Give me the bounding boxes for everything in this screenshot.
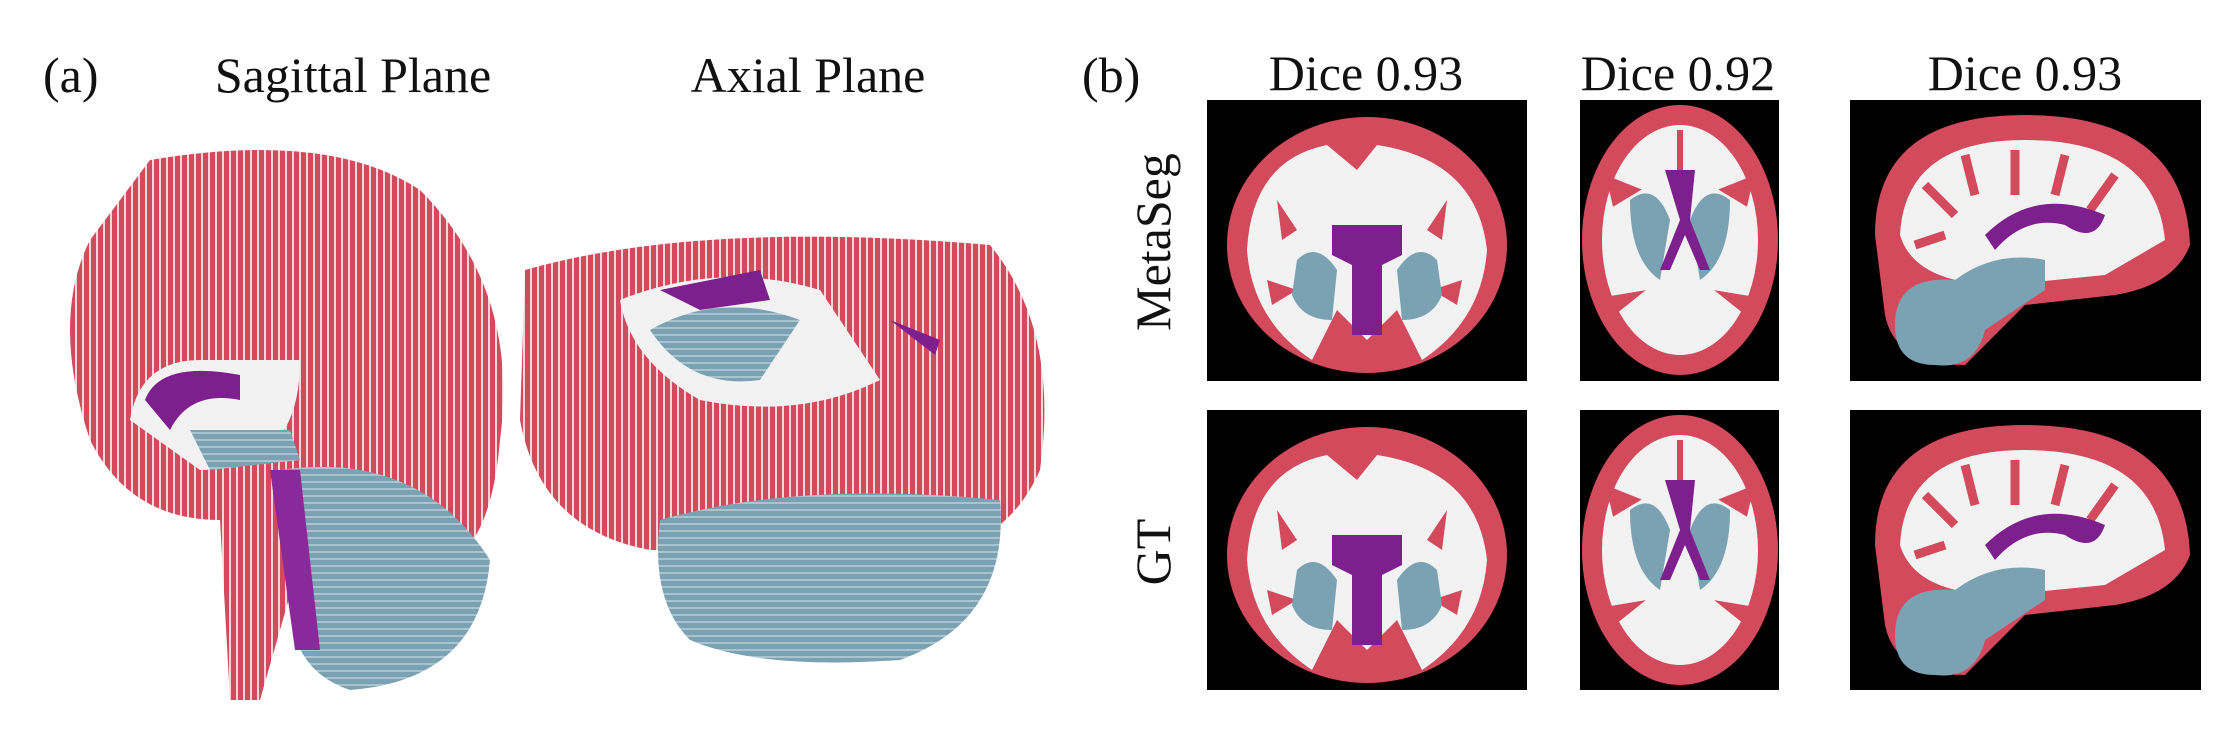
sagittal-render bbox=[70, 150, 504, 700]
panel-label: (b) bbox=[1082, 47, 1140, 103]
panel-label: (a) bbox=[43, 47, 99, 103]
axial-render bbox=[520, 236, 1045, 663]
row-label: MetaSeg bbox=[1125, 153, 1181, 331]
view-title: Sagittal Plane bbox=[215, 47, 491, 103]
column-title: Dice 0.93 bbox=[1928, 45, 2122, 101]
segmentation-grid bbox=[1207, 100, 2201, 690]
row-label: GT bbox=[1125, 519, 1181, 586]
column-title: Dice 0.92 bbox=[1581, 45, 1775, 101]
column-title: Dice 0.93 bbox=[1269, 45, 1463, 101]
view-title: Axial Plane bbox=[691, 47, 926, 103]
